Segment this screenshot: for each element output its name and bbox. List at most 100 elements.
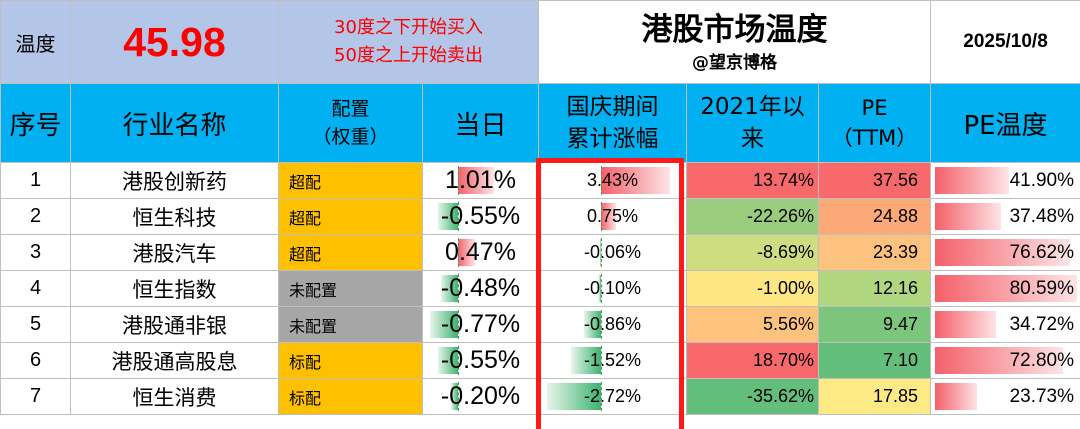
today-value: -0.20%	[440, 382, 521, 410]
temperature-label: 温度	[0, 0, 71, 84]
row-holiday: -0.10%	[538, 270, 687, 307]
today-value: -0.77%	[440, 310, 521, 338]
table-row: 3 港股汽车 超配 0.47% -0.06% -8.69% 23.39 76.62%	[0, 234, 1080, 271]
title-block: 港股市场温度 @望京博格	[537, 0, 932, 84]
holiday-bar	[583, 311, 601, 338]
since-value: 13.74%	[752, 170, 814, 190]
pe-temp-bar	[935, 311, 997, 338]
row-pe-temp: 34.72%	[930, 306, 1080, 343]
row-since: 18.70%	[686, 342, 819, 379]
buy-rule: 30度之下开始买入	[334, 17, 483, 38]
row-since: -8.69%	[686, 234, 819, 271]
holiday-bar	[599, 239, 601, 266]
row-today: -0.77%	[422, 306, 539, 343]
row-index: 5	[0, 306, 71, 343]
row-config: 超配	[278, 234, 423, 271]
summary-row: 温度 45.98 30度之下开始买入 50度之上开始卖出 港股市场温度 @望京博…	[0, 0, 1080, 84]
since-value: -8.69%	[756, 242, 814, 262]
pe-value: 7.10	[882, 350, 919, 370]
today-bar	[430, 311, 458, 338]
holiday-axis	[601, 202, 602, 231]
row-today: -0.55%	[422, 198, 539, 235]
today-axis	[458, 202, 459, 231]
holiday-axis	[601, 310, 602, 339]
today-bar	[438, 203, 458, 230]
page-title: 港股市场温度	[641, 12, 828, 48]
row-pe-temp: 76.62%	[930, 234, 1080, 271]
table-row: 4 恒生指数 未配置 -0.48% -0.10% -1.00% 12.16 80.59%	[0, 270, 1080, 307]
holiday-value: -2.72%	[583, 386, 642, 406]
holiday-value: 0.75%	[586, 206, 639, 226]
pe-value: 24.88	[872, 206, 919, 226]
today-value: -0.55%	[440, 346, 521, 374]
row-since: -1.00%	[686, 270, 819, 307]
col-since-header: 2021年以 来	[686, 83, 819, 163]
col-since-line1: 2021年以	[700, 94, 805, 120]
row-config: 超配	[278, 162, 423, 199]
col-since-line2: 来	[741, 126, 764, 152]
today-bar	[438, 347, 458, 374]
holiday-bar	[601, 203, 616, 230]
row-config: 标配	[278, 342, 423, 379]
today-value: 1.01%	[445, 166, 516, 194]
sell-rule: 50度之上开始卖出	[334, 45, 483, 66]
holiday-bar	[570, 347, 601, 374]
row-index: 7	[0, 378, 71, 415]
row-name: 恒生科技	[70, 198, 279, 235]
today-axis	[458, 238, 459, 267]
col-name-header: 行业名称	[70, 83, 279, 163]
holiday-axis	[601, 166, 602, 195]
holiday-value: -0.86%	[583, 314, 642, 334]
row-pe: 12.16	[817, 270, 932, 307]
since-value: -22.26%	[746, 206, 814, 226]
temperature-table: 温度 45.98 30度之下开始买入 50度之上开始卖出 港股市场温度 @望京博…	[0, 0, 1080, 415]
col-config-line2: （权重）	[312, 126, 389, 148]
pe-temp-bar	[935, 347, 1064, 374]
today-bar	[458, 167, 495, 194]
row-pe-temp: 37.48%	[930, 198, 1080, 235]
pe-value: 9.47	[882, 314, 919, 334]
row-config: 超配	[278, 198, 423, 235]
since-value: -1.00%	[756, 278, 814, 298]
today-bar	[450, 383, 458, 410]
row-name: 恒生消费	[70, 378, 279, 415]
row-index: 4	[0, 270, 71, 307]
col-holiday-line2: 累计涨幅	[566, 126, 659, 152]
col-pe-header: PE （TTM）	[817, 83, 932, 163]
holiday-bar	[546, 383, 601, 410]
row-pe: 7.10	[817, 342, 932, 379]
row-today: -0.55%	[422, 342, 539, 379]
since-value: 5.56%	[762, 314, 814, 334]
row-config: 未配置	[278, 306, 423, 343]
column-header-row: 序号 行业名称 配置 （权重） 当日 国庆期间 累计涨幅 2021年以 来 PE…	[0, 83, 1080, 163]
row-today: 0.47%	[422, 234, 539, 271]
pe-temp-value: 72.80%	[1009, 349, 1075, 371]
pe-temp-value: 34.72%	[1009, 313, 1075, 335]
row-index: 6	[0, 342, 71, 379]
table-body: 1 港股创新药 超配 1.01% 3.43% 13.74% 37.56 41.90% 2 恒生科技…	[0, 162, 1080, 415]
row-pe-temp: 41.90%	[930, 162, 1080, 199]
since-value: -35.62%	[746, 386, 814, 406]
row-today: 1.01%	[422, 162, 539, 199]
row-config: 未配置	[278, 270, 423, 307]
since-value: 18.70%	[752, 350, 814, 370]
pe-temp-value: 80.59%	[1009, 277, 1075, 299]
pe-temp-bar	[935, 275, 1077, 302]
row-pe: 24.88	[817, 198, 932, 235]
col-config-line1: 配置	[331, 98, 370, 120]
holiday-axis	[601, 274, 602, 303]
col-index-header: 序号	[0, 83, 71, 163]
table-row: 5 港股通非银 未配置 -0.77% -0.86% 5.56% 9.47 34.72%	[0, 306, 1080, 343]
today-value: -0.55%	[440, 202, 521, 230]
row-holiday: -1.52%	[538, 342, 687, 379]
col-config-header: 配置 （权重）	[278, 83, 423, 163]
pe-value: 12.16	[872, 278, 919, 298]
row-since: -22.26%	[686, 198, 819, 235]
row-pe-temp: 80.59%	[930, 270, 1080, 307]
pe-value: 17.85	[872, 386, 919, 406]
row-index: 3	[0, 234, 71, 271]
row-holiday: -0.06%	[538, 234, 687, 271]
row-pe: 23.39	[817, 234, 932, 271]
pe-temp-bar	[935, 203, 1001, 230]
